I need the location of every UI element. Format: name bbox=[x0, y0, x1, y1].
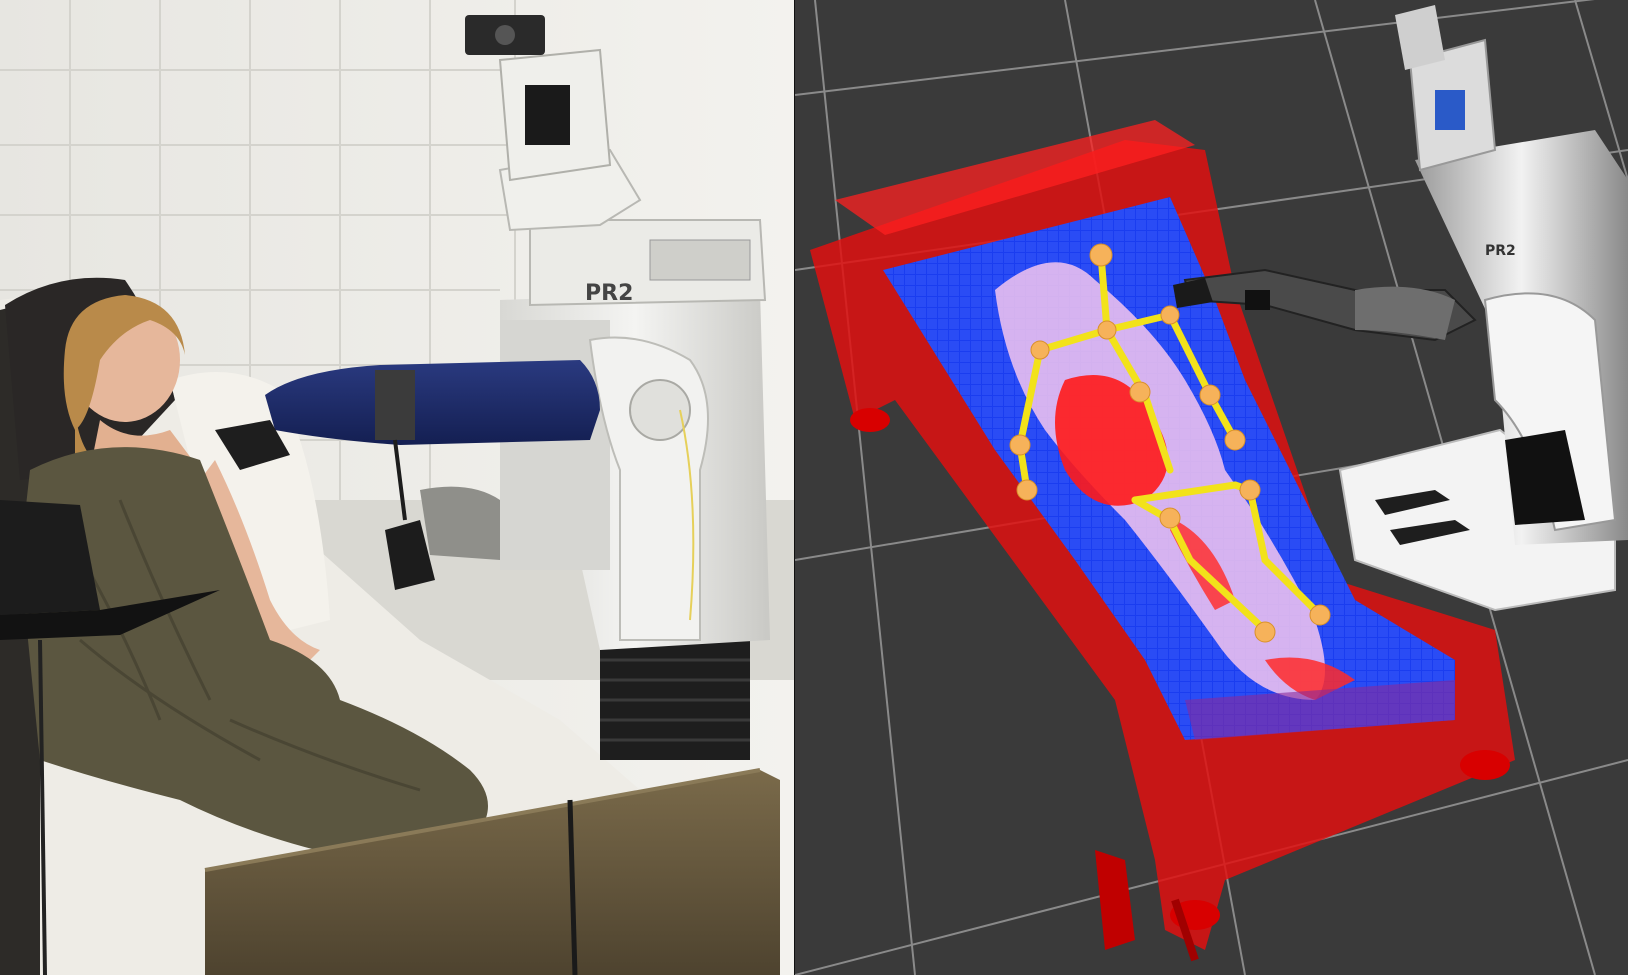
rail-cable bbox=[567, 799, 578, 975]
robot-gripper bbox=[215, 420, 290, 470]
robot-model: PR2 bbox=[1173, 5, 1628, 612]
robot-second-gripper bbox=[385, 520, 435, 590]
laptop-screen bbox=[0, 500, 100, 615]
bellows-ridges bbox=[600, 658, 750, 742]
robot-shoulder-joint bbox=[629, 379, 691, 441]
robot-arm-sleeve bbox=[265, 360, 600, 445]
visualization-panel: PR2 bbox=[795, 0, 1628, 975]
laptop-base bbox=[0, 590, 220, 640]
robot-cable bbox=[393, 439, 407, 521]
bed-rail bbox=[205, 770, 780, 975]
robot-second-arm bbox=[420, 486, 500, 560]
robot-model-badge: PR2 bbox=[1485, 243, 1516, 259]
rviz-illustration: PR2 bbox=[795, 0, 1628, 975]
laptop-stand bbox=[38, 639, 47, 975]
person-hair bbox=[63, 295, 185, 430]
photo-illustration: PR2 bbox=[0, 0, 795, 975]
photo-panel: PR2 bbox=[0, 0, 795, 975]
robot-sensor-box bbox=[649, 239, 751, 281]
bed-rail-top bbox=[204, 768, 761, 872]
robot-arm-wrist bbox=[375, 370, 415, 440]
robot-camera-lens bbox=[495, 25, 515, 45]
mat-foot-overlap bbox=[1185, 680, 1455, 740]
robot-head-screen bbox=[525, 85, 570, 145]
yellow-cable bbox=[679, 409, 695, 621]
robot-badge: PR2 bbox=[585, 281, 633, 306]
pressure-high-torso bbox=[1055, 375, 1168, 506]
pose-skeleton bbox=[1016, 251, 1324, 634]
blanket bbox=[20, 447, 488, 862]
pose-joints bbox=[1009, 243, 1331, 643]
white-pillow bbox=[170, 372, 330, 640]
person-arm bbox=[200, 460, 320, 670]
